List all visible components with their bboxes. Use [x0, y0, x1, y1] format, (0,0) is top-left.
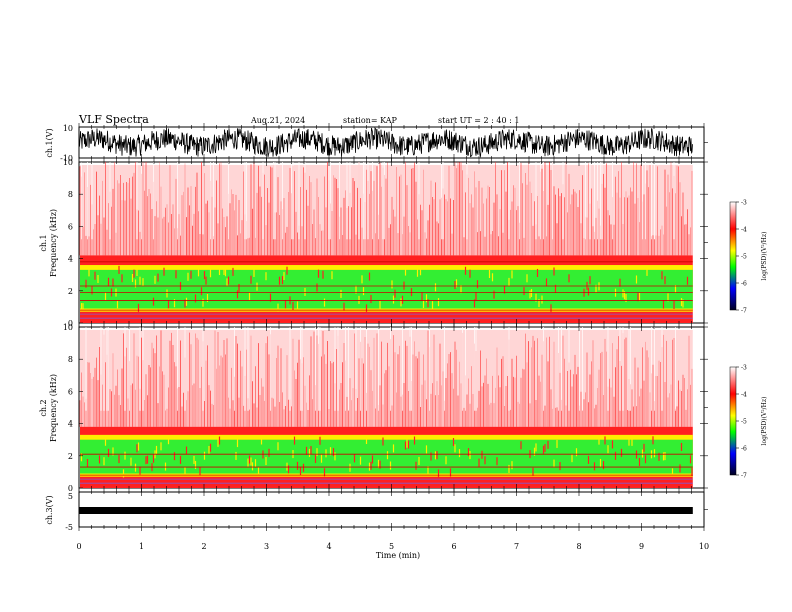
ch1-colorbar-ramp	[729, 201, 737, 311]
station-label: station= KAP	[343, 116, 398, 125]
frequency-tick-label: 2	[68, 287, 73, 296]
ch2-colorbar-ticks: -3 -4 -5 -6 -7	[736, 365, 747, 480]
ch1-colorbar-label: log(PSD)(V²/Hz)	[761, 232, 768, 281]
frequency-tick-label: 0	[68, 484, 73, 493]
ch1-spectrogram-channel-label: ch.1	[39, 234, 48, 251]
spectrogram-green-band	[80, 269, 693, 309]
time-tick-label: 5	[389, 542, 394, 551]
ch1-waveform-ylabel: ch.1(V)	[45, 128, 54, 157]
time-tick-label: 2	[201, 542, 206, 551]
colorbar-tick-label: -7	[741, 308, 747, 315]
frequency-tick-label: 2	[68, 452, 73, 461]
frequency-tick-label: 0	[68, 319, 73, 328]
ch3-waveform-ticks	[78, 488, 708, 531]
ch1-spectrogram-ylabel: Frequency (kHz)	[49, 209, 58, 277]
ch2-spectrogram-channel-label: ch.2	[39, 399, 48, 416]
ch1-ytick-bottom: -10	[60, 154, 73, 163]
ch2-colorbar: -3 -4 -5 -6 -7 log(PSD)(V²/Hz)	[729, 365, 768, 480]
colorbar-tick-label: -6	[741, 281, 747, 288]
ch2-spectrogram-ticks	[78, 323, 708, 492]
time-tick-label: 8	[576, 542, 581, 551]
frequency-tick-label: 8	[68, 190, 73, 199]
frequency-tick-label: 4	[68, 255, 73, 264]
ch1-spectrogram-image	[79, 162, 693, 323]
ch3-ytick-top: 5	[68, 492, 73, 501]
ch1-waveform-panel: 10 -10 ch.1(V)	[45, 123, 708, 163]
colorbar-tick-label: -4	[741, 392, 747, 399]
colorbar-tick-label: -5	[741, 419, 747, 426]
figure-title: VLF Spectra	[78, 113, 149, 126]
time-axis-tick-labels: 0 1 2 3 4 5 6 7 8 9 10	[76, 542, 709, 551]
colorbar-tick-label: -6	[741, 446, 747, 453]
ch3-waveform-line	[79, 507, 693, 514]
time-tick-label: 7	[514, 542, 519, 551]
ch2-spectrogram-panel: 0 2 4 6 8 10 ch.2 Frequency (kHz)	[39, 323, 708, 493]
colorbar-tick-label: -5	[741, 254, 747, 261]
time-tick-label: 9	[639, 542, 644, 551]
time-tick-label: 6	[451, 542, 456, 551]
frequency-tick-label: 4	[68, 420, 73, 429]
ch3-waveform-panel: 5 -5 ch.3(V) 0 1 2 3 4 5 6 7 8 9 10 Time (min)	[45, 488, 709, 560]
ch3-waveform-ylabel: ch.3(V)	[45, 495, 54, 524]
frequency-tick-label: 8	[68, 355, 73, 364]
colorbar-tick-label: -4	[741, 227, 747, 234]
spectrogram-green-band	[80, 439, 693, 474]
ch1-spectrogram-yticks: 0 2 4 6 8 10	[63, 158, 73, 328]
ch1-colorbar-ticks: -3 -4 -5 -6 -7	[736, 200, 747, 315]
start-time-label: start UT = 2 : 40 : 1	[438, 116, 519, 125]
time-tick-label: 3	[264, 542, 269, 551]
time-axis-label: Time (min)	[376, 551, 420, 560]
colorbar-tick-label: -3	[741, 200, 747, 207]
ch1-colorbar: -3 -4 -5 -6 -7 log(PSD)(V²/Hz)	[729, 200, 768, 315]
ch1-waveform-line	[78, 127, 693, 158]
ch2-spectrogram-ylabel: Frequency (kHz)	[49, 374, 58, 442]
frequency-tick-label: 10	[63, 158, 73, 167]
ch2-spectrogram-image	[79, 327, 693, 488]
frequency-tick-label: 6	[68, 222, 73, 231]
time-tick-label: 0	[76, 542, 81, 551]
ch3-ytick-bottom: -5	[65, 523, 73, 532]
ch2-colorbar-ramp	[729, 366, 737, 476]
ch1-ytick-top: 10	[63, 124, 73, 133]
colorbar-tick-label: -7	[741, 473, 747, 480]
frequency-tick-label: 6	[68, 387, 73, 396]
time-tick-label: 1	[139, 542, 144, 551]
ch1-spectrogram-panel: 0 2 4 6 8 10 ch.1 Frequency (kHz)	[39, 158, 708, 328]
ch2-colorbar-label: log(PSD)(V²/Hz)	[761, 397, 768, 446]
time-tick-label: 4	[326, 542, 331, 551]
colorbar-tick-label: -3	[741, 365, 747, 372]
ch2-spectrogram-yticks: 0 2 4 6 8 10	[63, 323, 73, 493]
date-label: Aug.21, 2024	[250, 116, 305, 125]
frequency-tick-label: 10	[63, 323, 73, 332]
time-tick-label: 10	[699, 542, 709, 551]
